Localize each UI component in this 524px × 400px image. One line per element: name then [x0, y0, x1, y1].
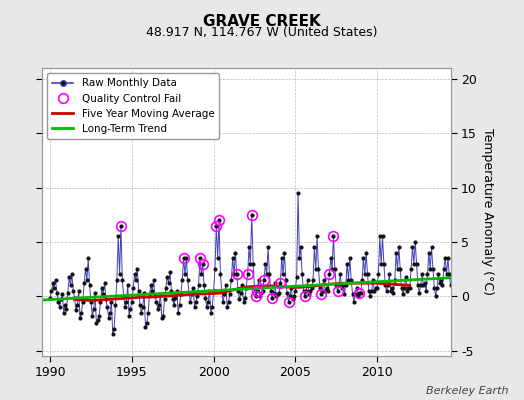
Text: Berkeley Earth: Berkeley Earth [426, 386, 508, 396]
Text: 48.917 N, 114.767 W (United States): 48.917 N, 114.767 W (United States) [146, 26, 378, 39]
Legend: Raw Monthly Data, Quality Control Fail, Five Year Moving Average, Long-Term Tren: Raw Monthly Data, Quality Control Fail, … [47, 73, 220, 139]
Y-axis label: Temperature Anomaly (°C): Temperature Anomaly (°C) [481, 128, 494, 296]
Text: GRAVE CREEK: GRAVE CREEK [203, 14, 321, 29]
